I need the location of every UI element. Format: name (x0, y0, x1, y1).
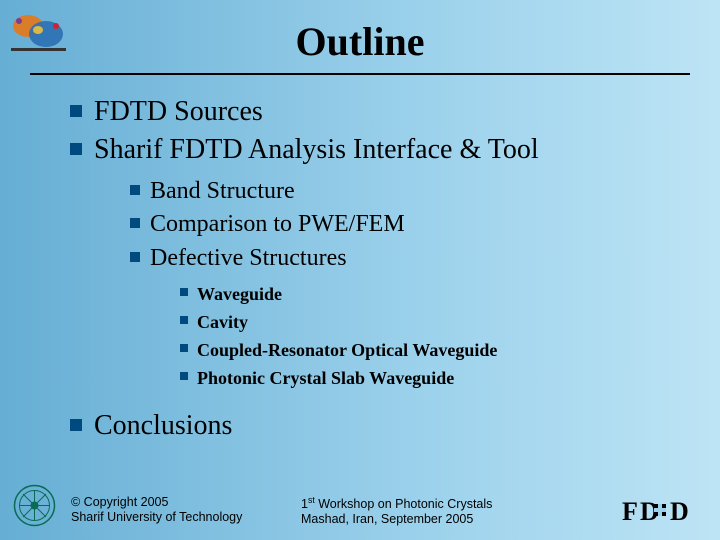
footer-event: 1st Workshop on Photonic Crystals Mashad… (301, 495, 492, 528)
item-text: Conclusions (94, 407, 232, 445)
item-text: Coupled-Resonator Optical Waveguide (197, 337, 497, 365)
item-text: Sharif FDTD Analysis Interface & Tool (94, 131, 539, 169)
bullet-icon (130, 252, 140, 262)
bullet-icon (70, 105, 82, 117)
slide-title: Outline (0, 0, 720, 73)
list-item: FDTD Sources (70, 93, 720, 131)
list-item: Cavity (180, 309, 720, 337)
list-item: Sharif FDTD Analysis Interface & Tool (70, 131, 720, 169)
footer-text: © Copyright 2005 Sharif University of Te… (71, 495, 620, 528)
list-item: Coupled-Resonator Optical Waveguide (180, 337, 720, 365)
svg-text:D: D (670, 497, 689, 526)
event-line: Mashad, Iran, September 2005 (301, 512, 492, 528)
footer-copyright: © Copyright 2005 Sharif University of Te… (71, 495, 301, 528)
list-item: Comparison to PWE/FEM (130, 208, 720, 242)
fdtd-logo-icon: F D D (620, 492, 700, 528)
item-text: Comparison to PWE/FEM (150, 208, 405, 242)
bullet-icon (180, 344, 188, 352)
item-text: Cavity (197, 309, 248, 337)
butterfly-art-icon (6, 6, 76, 61)
bullet-icon (70, 419, 82, 431)
copyright-line: © Copyright 2005 (71, 495, 301, 511)
bullet-icon (180, 316, 188, 324)
bullet-icon (70, 143, 82, 155)
list-item: Conclusions (0, 407, 720, 445)
sublist: Band Structure Comparison to PWE/FEM Def… (70, 175, 720, 276)
svg-text:F: F (622, 497, 638, 526)
bullet-icon (180, 372, 188, 380)
copyright-line: Sharif University of Technology (71, 510, 301, 526)
content-area: FDTD Sources Sharif FDTD Analysis Interf… (0, 93, 720, 393)
item-text: Photonic Crystal Slab Waveguide (197, 365, 454, 393)
item-text: Band Structure (150, 175, 295, 209)
item-text: FDTD Sources (94, 93, 263, 131)
item-text: Waveguide (197, 281, 282, 309)
item-text: Defective Structures (150, 242, 347, 276)
list-item: Waveguide (180, 281, 720, 309)
footer: © Copyright 2005 Sharif University of Te… (0, 483, 720, 528)
event-line: 1st Workshop on Photonic Crystals (301, 495, 492, 513)
bullet-icon (130, 185, 140, 195)
sharif-seal-icon (12, 483, 57, 528)
subsublist: Waveguide Cavity Coupled-Resonator Optic… (70, 281, 720, 393)
bullet-icon (180, 288, 188, 296)
list-item: Band Structure (130, 175, 720, 209)
bullet-icon (130, 218, 140, 228)
list-item: Photonic Crystal Slab Waveguide (180, 365, 720, 393)
title-rule (30, 73, 690, 75)
slide: Outline FDTD Sources Sharif FDTD Analysi… (0, 0, 720, 540)
list-item: Defective Structures (130, 242, 720, 276)
